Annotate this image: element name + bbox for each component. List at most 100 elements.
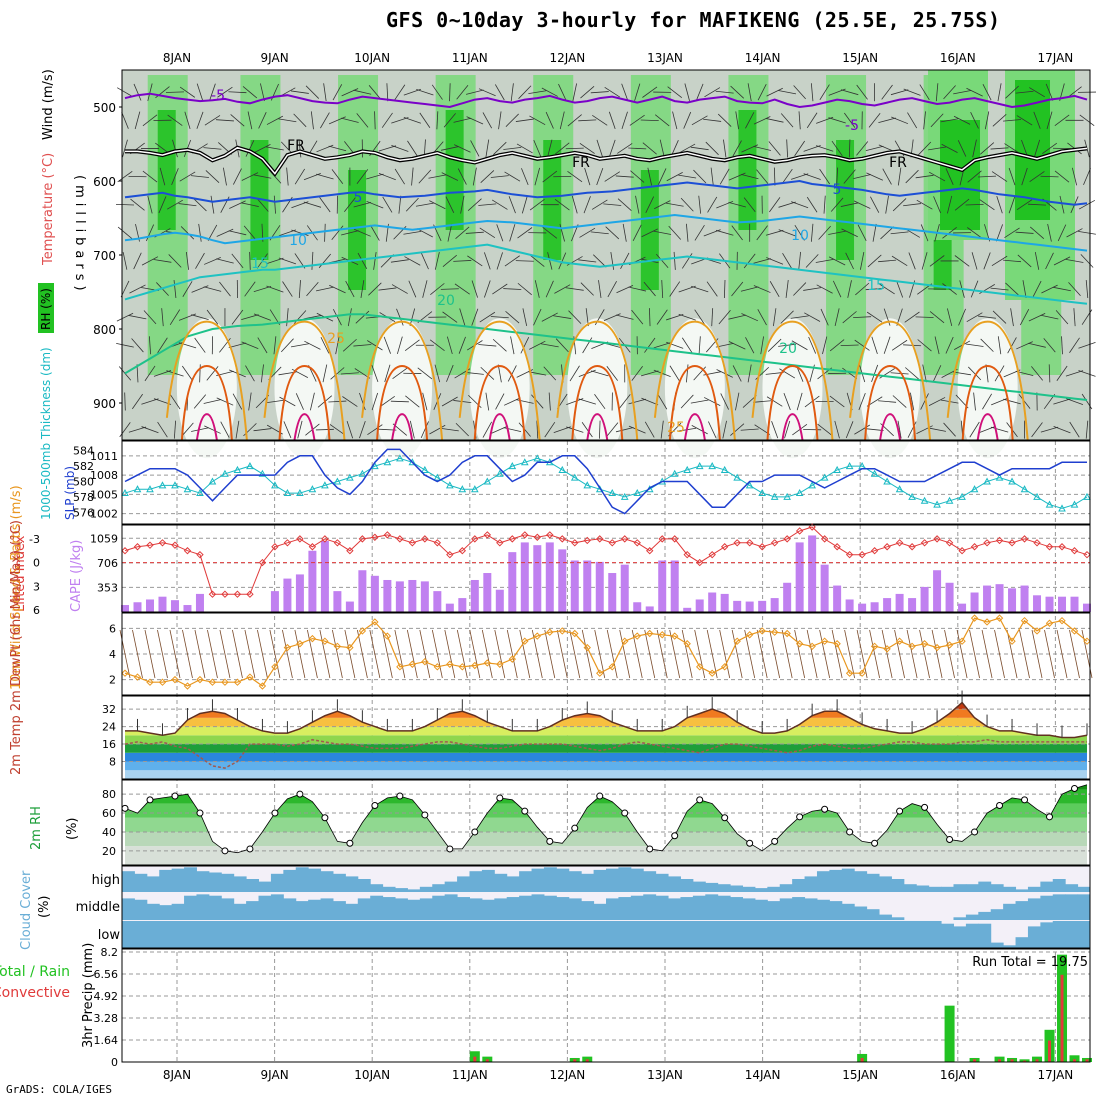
rh-dry-column [469, 318, 530, 459]
cloud-cover-bar-high [779, 884, 793, 892]
cloud-cover-bar-middle [891, 917, 905, 920]
precip-convective-bar [860, 1057, 864, 1062]
wind-barb [790, 315, 809, 319]
cape-bar [508, 552, 517, 612]
lifted-index-marker [221, 590, 229, 598]
wind-barb [668, 225, 682, 240]
wind-speed-marker [496, 660, 504, 668]
wind-barb [453, 144, 471, 153]
lifted-index-marker [695, 558, 704, 567]
wind-barb [1021, 139, 1028, 158]
wind-barb [983, 252, 991, 270]
cape-bar [520, 542, 529, 612]
wind-barb [1032, 280, 1042, 298]
cape-bar [783, 582, 792, 612]
wind-barb [347, 308, 352, 327]
cape-bar [583, 560, 592, 612]
wind-barb [434, 252, 440, 270]
wind-barb [632, 224, 642, 242]
wind-barb [583, 196, 591, 214]
precip-tick-label: 1.64 [94, 1034, 119, 1047]
wind-barb [291, 229, 309, 236]
wind-barb [766, 396, 783, 407]
wind-barb [144, 365, 156, 382]
rh-marker [296, 790, 304, 798]
wind-barb [293, 113, 307, 128]
wind-speed-marker [271, 663, 279, 671]
cloud-cover-bar-low [705, 921, 719, 948]
cloud-cover-bar-low [295, 921, 309, 948]
wind-barb [341, 117, 359, 123]
thickness-marker [458, 485, 467, 493]
cloud-cover-bar-high [680, 879, 694, 892]
cloud-cover-bar-middle [1040, 895, 1054, 920]
wind-barb [1078, 199, 1096, 210]
wind-barb [691, 285, 709, 293]
rh-marker [271, 809, 279, 817]
wind-barb [555, 142, 570, 155]
wind-barb [498, 111, 502, 130]
cloud-cover-bar-low [1065, 921, 1079, 948]
wind-barb [823, 195, 826, 214]
wind-barb [1080, 254, 1094, 268]
wind-barb [756, 629, 768, 679]
day-label-bottom: 9JAN [261, 1068, 289, 1082]
wind-barb [407, 140, 418, 157]
wind-barb [798, 251, 801, 270]
temperature-tick-label: 16 [102, 738, 116, 751]
wind-barb [941, 143, 958, 154]
wind-barb [1029, 87, 1045, 98]
lifted-index-marker [1020, 535, 1029, 543]
cloud-cover-bar-high [568, 871, 582, 892]
cloud-cover-bar-middle [370, 895, 384, 920]
rh-moist-core [445, 110, 464, 230]
cape-bar [808, 535, 817, 612]
wind-barb [942, 226, 957, 239]
wind-barb [778, 229, 796, 237]
wind-barb [753, 258, 771, 264]
cloud-cover-bar-low [581, 921, 595, 948]
wind-barb [793, 85, 806, 100]
wind-barb [1048, 364, 1051, 383]
wind-barb [1033, 111, 1041, 129]
wind-speed-marker [1020, 616, 1029, 625]
rh-marker [596, 792, 604, 800]
grads-credit: GrADS: COLA/IGES [6, 1083, 112, 1096]
cape-bar [183, 605, 192, 612]
rh-marker [846, 828, 854, 836]
cloud-panel-frame [121, 865, 1091, 949]
wind-barb [335, 336, 340, 355]
wind-barb [645, 196, 655, 213]
wind-barb [598, 280, 602, 299]
wind-barb [542, 226, 558, 239]
wind-barb [698, 195, 702, 214]
wind-barb [181, 422, 194, 437]
wind-speed-marker [483, 659, 492, 667]
cloud-cover-bar-high [146, 876, 160, 892]
wind-barb [294, 629, 306, 679]
cloud-cover-bar-high [395, 888, 408, 892]
lifted-index-marker [671, 535, 679, 543]
cloud-cover-bar-high [196, 871, 210, 892]
wind-barb [383, 336, 391, 354]
cloud-cover-bar-high [308, 868, 322, 892]
wind-barb [706, 629, 718, 679]
wind-barb [533, 308, 542, 326]
cloud-cover-bar-low [457, 921, 470, 948]
day-label-top: 15JAN [842, 51, 878, 65]
wind-barb [324, 223, 326, 242]
wind-barb [757, 83, 767, 101]
cloud-cover-bar-middle [159, 905, 173, 920]
wind-barb [342, 338, 357, 352]
wind-barb [191, 314, 209, 321]
wind-barb [681, 629, 693, 679]
wind-barb [803, 287, 822, 291]
wind-barb [1044, 629, 1055, 679]
cloud-cover-bar-high [457, 876, 470, 892]
wind-barb [847, 280, 852, 298]
wind-barb [1065, 398, 1084, 405]
wind-barb [374, 111, 376, 130]
wind-barb [669, 629, 681, 679]
wind-barb [753, 116, 771, 125]
wind-speed-marker [758, 627, 766, 635]
